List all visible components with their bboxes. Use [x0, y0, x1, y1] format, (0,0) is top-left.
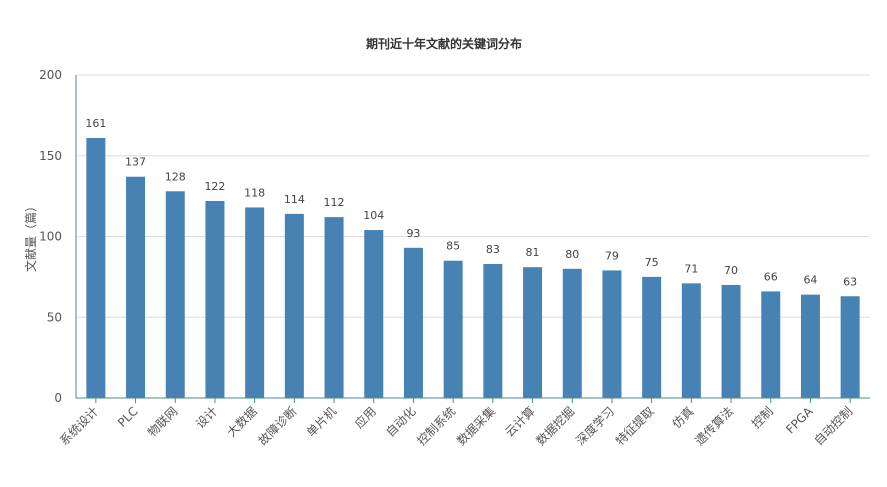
- bar: [562, 268, 582, 398]
- bar: [364, 230, 384, 398]
- bar: [761, 291, 781, 398]
- data-label: 128: [165, 170, 186, 183]
- x-tick-label: 云计算: [502, 404, 538, 440]
- x-tick-label: 自动控制: [811, 404, 855, 448]
- bar: [523, 267, 543, 398]
- data-label: 137: [125, 156, 146, 169]
- y-axis-ticks: 0 50 100 150 200: [39, 68, 62, 405]
- data-label: 83: [486, 243, 500, 256]
- data-label: 114: [284, 193, 305, 206]
- bar: [284, 213, 304, 398]
- data-label: 64: [803, 274, 817, 287]
- x-tick-label: 控制系统: [414, 404, 458, 448]
- bar: [403, 247, 423, 398]
- x-tick-label: 应用: [351, 404, 379, 432]
- bar: [165, 191, 185, 398]
- bar: [840, 296, 860, 398]
- data-label: 93: [406, 227, 420, 240]
- data-label: 79: [605, 249, 619, 262]
- data-label: 80: [565, 248, 579, 261]
- x-tick-label: 数据采集: [453, 404, 498, 449]
- bar: [86, 137, 106, 399]
- data-label: 118: [244, 186, 265, 199]
- bar: [205, 200, 225, 398]
- bar: [800, 294, 820, 398]
- data-labels-group: 161 137 128 122 118 114 112 104 93 85 83 81 80 79 75 71…: [85, 117, 857, 288]
- bar: [245, 207, 265, 398]
- y-axis-label: 文献量（篇）: [23, 200, 38, 272]
- x-tick-label: 设计: [193, 404, 220, 431]
- data-label: 70: [724, 264, 738, 277]
- bar: [642, 276, 662, 398]
- x-tick-label: 单片机: [304, 404, 339, 439]
- gridlines: [76, 74, 870, 318]
- x-tick-label: FPGA: [783, 404, 816, 437]
- bar: [602, 270, 622, 398]
- bar: [443, 260, 463, 398]
- x-tick-label: 系统设计: [57, 404, 101, 448]
- x-tick-label: 遗传算法: [692, 404, 737, 449]
- x-tick-label: 故障诊断: [255, 404, 300, 449]
- y-tick-label: 150: [39, 149, 62, 163]
- bar: [483, 263, 503, 398]
- data-label: 122: [204, 180, 225, 193]
- data-label: 161: [85, 117, 106, 130]
- x-tick-label: PLC: [115, 404, 141, 430]
- y-tick-label: 0: [54, 391, 62, 405]
- x-tick-label: 物联网: [145, 404, 180, 439]
- x-tick-label: 仿真: [670, 404, 697, 431]
- bar: [126, 176, 146, 398]
- y-tick-label: 100: [39, 230, 62, 244]
- x-tick-label: 控制: [749, 404, 776, 431]
- y-tick-label: 50: [47, 310, 62, 324]
- chart-title: 期刊近十年文献的关键词分布: [366, 36, 522, 51]
- x-tick-label: 自动化: [383, 404, 418, 439]
- y-tick-label: 200: [39, 68, 62, 82]
- data-label: 81: [526, 246, 540, 259]
- bar: [324, 217, 344, 398]
- data-label: 71: [684, 262, 698, 275]
- data-label: 104: [363, 209, 384, 222]
- bars-group: [86, 137, 860, 399]
- data-label: 63: [843, 275, 857, 288]
- data-label: 75: [645, 256, 659, 269]
- x-tick-label: 深度学习: [573, 404, 618, 449]
- data-label: 66: [764, 270, 778, 283]
- x-tick-label: 数据挖掘: [533, 404, 578, 449]
- data-label: 112: [324, 196, 345, 209]
- bar: [681, 283, 701, 398]
- data-label: 85: [446, 240, 460, 253]
- x-tick-label: 大数据: [224, 404, 260, 440]
- x-tick-label: 特征提取: [612, 404, 657, 449]
- bar: [721, 284, 741, 398]
